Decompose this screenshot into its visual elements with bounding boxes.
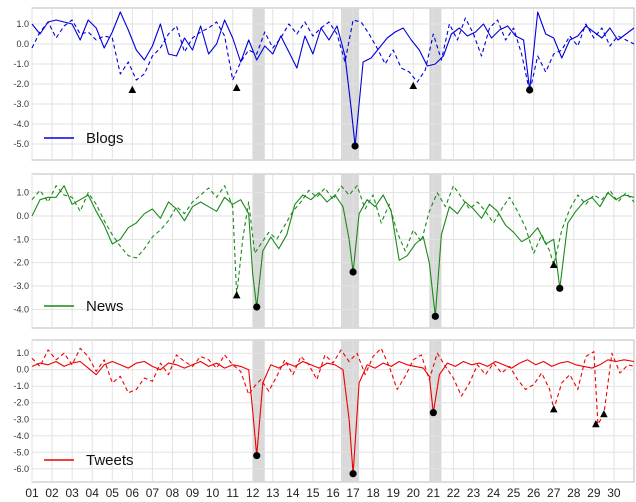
x-tick-label: 06 xyxy=(126,486,140,500)
x-axis: 01 02 03 04 05 06 07 08 09 10 11 12 13 14 15 16 17 18 19 20… xyxy=(25,486,621,500)
news-ytick-label: -4.0 xyxy=(13,304,29,314)
blogs-series-dashed xyxy=(31,17,635,93)
blogs-triangle-marker xyxy=(232,83,241,91)
tweets-shaded-band-1 xyxy=(252,340,265,482)
x-tick-label: 10 xyxy=(206,486,220,500)
tweets-circle-marker xyxy=(429,409,437,417)
x-tick-label: 05 xyxy=(106,486,120,500)
news-ytick-label: 1.0 xyxy=(16,188,29,198)
blogs-ytick-label: -1.0 xyxy=(13,59,29,69)
x-tick-label: 09 xyxy=(186,486,200,500)
x-tick-label: 23 xyxy=(467,486,481,500)
tweets-panel: 1.0 0.0 -1.0 -2.0 -3.0 -4.0 -5.0 -6.0 Tweets xyxy=(13,339,635,483)
tweets-series-solid xyxy=(31,359,635,475)
x-tick-label: 12 xyxy=(246,486,260,500)
news-series-solid xyxy=(31,185,635,317)
x-tick-label: 19 xyxy=(387,486,401,500)
tweets-series-dashed xyxy=(31,347,635,425)
x-tick-label: 15 xyxy=(306,486,320,500)
tweets-circle-marker xyxy=(349,470,357,478)
blogs-legend-label: Blogs xyxy=(86,130,124,147)
x-tick-label: 03 xyxy=(65,486,79,500)
news-shaded-band-1 xyxy=(252,174,265,328)
x-tick-label: 26 xyxy=(527,486,541,500)
x-tick-label: 20 xyxy=(407,486,421,500)
tweets-ytick-label: -3.0 xyxy=(13,414,29,424)
x-tick-label: 14 xyxy=(286,486,300,500)
tweets-ytick-label: -5.0 xyxy=(13,447,29,457)
x-tick-label: 22 xyxy=(447,486,461,500)
blogs-ytick-label: -5.0 xyxy=(13,139,29,149)
blogs-ytick-label: 0.0 xyxy=(16,39,29,49)
news-ytick-label: -3.0 xyxy=(13,281,29,291)
blogs-ytick-label: -3.0 xyxy=(13,99,29,109)
news-circle-marker xyxy=(556,284,564,292)
x-tick-label: 18 xyxy=(366,486,380,500)
x-tick-label: 07 xyxy=(146,486,160,500)
tweets-ytick-label: 1.0 xyxy=(16,348,29,358)
tweets-circle-marker xyxy=(253,451,261,460)
blogs-ytick-label: -2.0 xyxy=(13,79,29,89)
x-tick-label: 28 xyxy=(567,486,581,500)
x-tick-label: 27 xyxy=(547,486,561,500)
blogs-triangle-marker xyxy=(409,81,418,89)
blogs-ytick-label: -4.0 xyxy=(13,119,29,129)
tweets-ytick-label: 0.0 xyxy=(16,365,29,375)
x-tick-label: 01 xyxy=(25,486,39,500)
news-panel: 1.0 0.0 -1.0 -2.0 -3.0 -4.0 News xyxy=(13,173,635,329)
news-ytick-label: -1.0 xyxy=(13,234,29,244)
tweets-triangle-marker xyxy=(600,410,608,418)
news-triangle-marker xyxy=(549,260,558,268)
news-ytick-label: 0.0 xyxy=(16,211,29,221)
x-tick-label: 29 xyxy=(587,486,601,500)
tweets-ytick-label: -4.0 xyxy=(13,431,29,441)
x-tick-label: 02 xyxy=(45,486,59,500)
tweets-triangle-marker xyxy=(549,405,558,413)
tweets-triangle-marker xyxy=(592,420,600,428)
tweets-ytick-label: -2.0 xyxy=(13,398,29,408)
news-triangle-marker xyxy=(232,291,241,299)
x-tick-label: 13 xyxy=(266,486,280,500)
x-tick-label: 17 xyxy=(346,486,360,500)
x-tick-label: 25 xyxy=(507,486,521,500)
news-circle-marker xyxy=(431,312,439,320)
news-circle-marker xyxy=(253,303,261,311)
x-tick-label: 04 xyxy=(86,486,100,500)
blogs-triangle-marker xyxy=(128,85,137,93)
tweets-ytick-label: -6.0 xyxy=(13,464,29,474)
blogs-series-solid xyxy=(31,11,635,147)
tweets-legend-label: Tweets xyxy=(86,452,134,469)
x-tick-label: 24 xyxy=(487,486,501,500)
blogs-circle-marker xyxy=(351,142,359,150)
x-tick-label: 08 xyxy=(166,486,180,500)
blogs-circle-marker xyxy=(526,86,534,94)
news-ytick-label: -2.0 xyxy=(13,258,29,268)
x-tick-label: 21 xyxy=(427,486,441,500)
tweets-ytick-label: -1.0 xyxy=(13,381,29,391)
x-tick-label: 30 xyxy=(607,486,621,500)
news-circle-marker xyxy=(349,268,357,276)
x-tick-label: 11 xyxy=(226,486,239,500)
blogs-ytick-label: 1.0 xyxy=(16,19,29,29)
news-legend-label: News xyxy=(86,298,124,315)
news-series-dashed xyxy=(31,185,635,296)
blogs-panel: 1.0 0.0 -1.0 -2.0 -3.0 -4.0 -5.0 Blogs xyxy=(13,7,635,161)
tweets-shaded-band-2 xyxy=(341,340,360,482)
x-tick-label: 16 xyxy=(326,486,340,500)
